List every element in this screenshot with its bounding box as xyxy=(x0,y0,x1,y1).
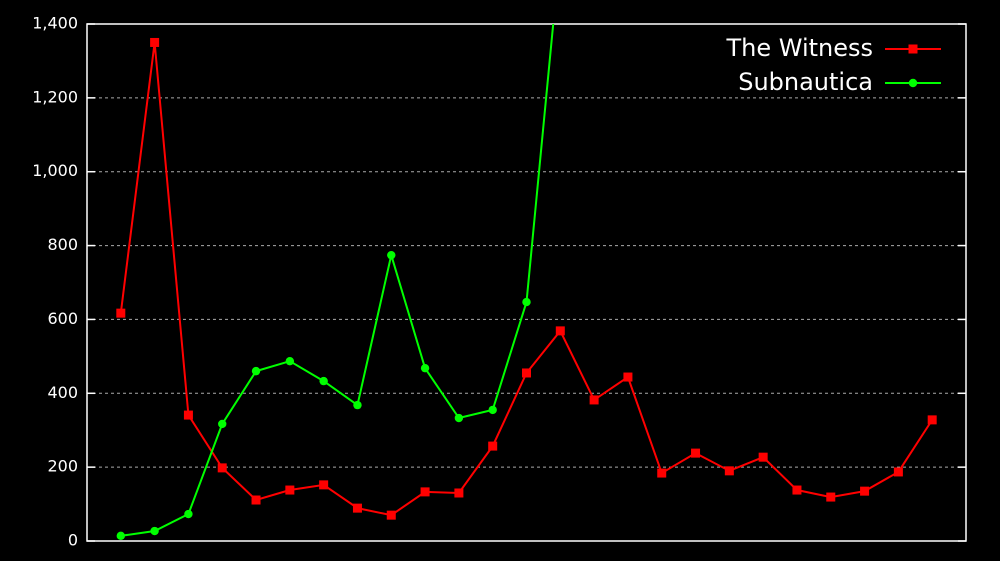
marker xyxy=(420,363,430,373)
legend-label: Subnautica xyxy=(738,68,873,96)
y-tick-label: 600 xyxy=(47,309,78,328)
marker xyxy=(116,308,126,318)
marker xyxy=(589,395,599,405)
marker xyxy=(218,419,227,429)
marker xyxy=(285,485,295,495)
marker xyxy=(251,366,261,376)
y-tick-label: 1,200 xyxy=(32,87,78,106)
marker xyxy=(893,467,903,477)
marker xyxy=(691,448,701,458)
marker xyxy=(860,486,870,496)
marker xyxy=(386,510,396,520)
marker xyxy=(522,368,531,378)
marker xyxy=(319,480,329,490)
marker xyxy=(116,531,126,541)
legend-label: The Witness xyxy=(725,34,873,62)
marker xyxy=(724,466,734,476)
marker xyxy=(285,356,295,366)
marker xyxy=(454,413,464,423)
marker xyxy=(352,503,362,513)
y-tick-label: 200 xyxy=(47,457,78,476)
marker xyxy=(183,410,193,420)
plot-frame xyxy=(86,23,967,542)
marker xyxy=(420,487,430,497)
marker xyxy=(758,452,768,462)
marker xyxy=(657,468,667,478)
marker xyxy=(488,441,498,451)
marker xyxy=(908,78,918,88)
legend: The Witness Subnautica xyxy=(725,34,941,96)
marker xyxy=(353,400,362,410)
series-line xyxy=(120,24,555,537)
y-tick-label: 1,000 xyxy=(32,161,78,180)
marker xyxy=(927,415,937,425)
marker xyxy=(522,297,531,307)
plot-area xyxy=(116,24,937,541)
marker xyxy=(150,526,159,536)
marker xyxy=(623,372,633,382)
marker xyxy=(908,44,918,54)
marker xyxy=(319,376,328,386)
marker xyxy=(150,37,160,47)
y-tick-label: 800 xyxy=(47,235,78,254)
marker xyxy=(488,405,497,415)
marker xyxy=(217,463,227,473)
y-tick-label: 0 xyxy=(68,531,78,550)
marker xyxy=(454,488,464,498)
y-axis: 0 200 400 600 800 1,000 1,200 1,400 xyxy=(32,14,966,550)
y-tick-label: 400 xyxy=(47,383,78,402)
marker xyxy=(184,509,193,519)
grid xyxy=(87,97,966,468)
y-tick-label: 1,400 xyxy=(32,14,78,33)
marker xyxy=(826,492,836,502)
marker xyxy=(251,495,261,505)
marker xyxy=(792,485,802,495)
marker xyxy=(387,250,396,260)
marker xyxy=(555,326,565,336)
